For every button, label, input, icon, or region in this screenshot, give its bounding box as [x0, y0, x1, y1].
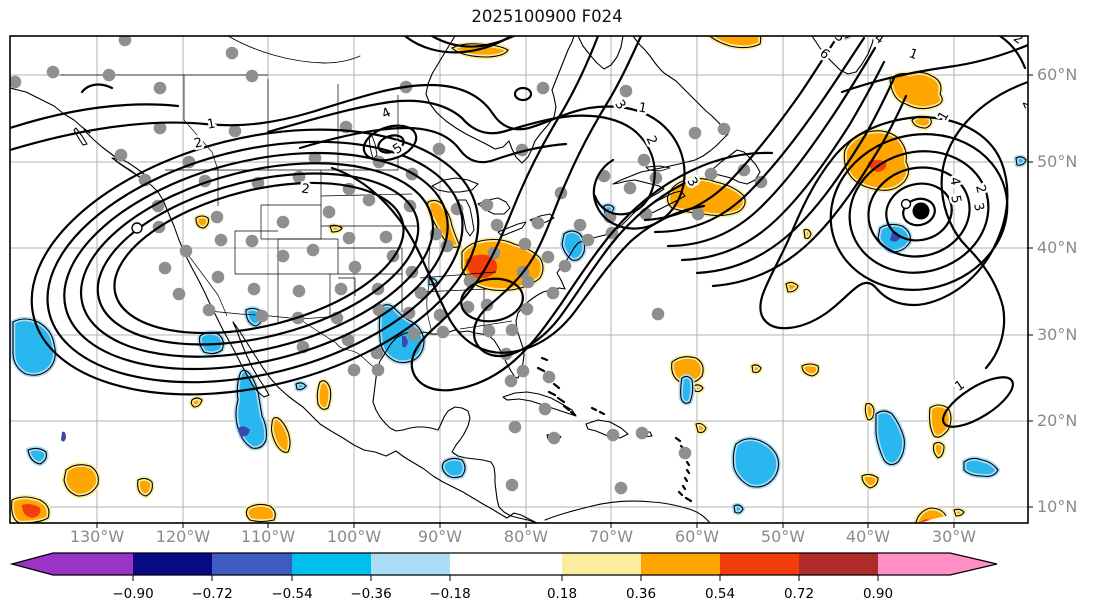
cyclone-center-markers	[131, 198, 930, 234]
svg-text:60°N: 60°N	[1037, 65, 1077, 84]
svg-text:40°N: 40°N	[1037, 238, 1077, 257]
svg-text:2: 2	[1010, 31, 1025, 48]
svg-text:4: 4	[380, 105, 394, 122]
svg-text:70°W: 70°W	[589, 527, 633, 546]
svg-text:10°N: 10°N	[1037, 497, 1077, 516]
svg-text:5: 5	[947, 194, 963, 205]
svg-text:3: 3	[611, 97, 628, 112]
svg-text:−0.36: −0.36	[350, 586, 391, 602]
svg-text:0.36: 0.36	[626, 586, 656, 602]
svg-text:4: 4	[946, 176, 962, 187]
svg-text:2: 2	[193, 135, 204, 151]
svg-text:100°W: 100°W	[327, 527, 382, 546]
colorbar: −0.90 −0.72 −0.54 −0.36 −0.18 0.18 0.36 0.54 0.7…	[9, 552, 998, 602]
svg-text:60°W: 60°W	[675, 527, 719, 546]
svg-text:20°N: 20°N	[1037, 411, 1077, 430]
svg-text:50°N: 50°N	[1037, 152, 1077, 171]
svg-text:80°W: 80°W	[504, 527, 548, 546]
svg-text:30°N: 30°N	[1037, 325, 1077, 344]
svg-text:0.90: 0.90	[863, 586, 893, 602]
figure-title: 2025100900 F024	[471, 7, 622, 26]
svg-text:−0.54: −0.54	[271, 586, 312, 602]
coastlines-and-borders	[10, 36, 875, 523]
svg-text:2: 2	[1019, 98, 1036, 112]
svg-text:1: 1	[206, 116, 217, 132]
svg-text:50°W: 50°W	[761, 527, 805, 546]
svg-text:130°W: 130°W	[70, 527, 125, 546]
svg-text:30°W: 30°W	[932, 527, 976, 546]
svg-text:0.18: 0.18	[547, 586, 577, 602]
svg-text:2: 2	[643, 134, 660, 148]
svg-text:2: 2	[300, 182, 310, 198]
svg-text:−0.90: −0.90	[112, 586, 153, 602]
svg-text:1: 1	[907, 46, 920, 63]
svg-text:110°W: 110°W	[241, 527, 296, 546]
latitude-axis-labels: 60°N 50°N 40°N 30°N 20°N 10°N	[1037, 65, 1077, 516]
plot-frame	[9, 35, 1033, 528]
svg-text:40°W: 40°W	[846, 527, 890, 546]
svg-text:−0.72: −0.72	[191, 586, 232, 602]
longitude-axis-labels: 130°W 120°W 110°W 100°W 90°W 80°W 70°W 60°W 50°W…	[70, 527, 976, 546]
svg-text:−0.18: −0.18	[429, 586, 470, 602]
svg-text:0.72: 0.72	[784, 586, 814, 602]
contour-lines	[10, 36, 1028, 428]
svg-text:120°W: 120°W	[156, 527, 211, 546]
svg-text:4: 4	[871, 31, 886, 48]
svg-text:0.54: 0.54	[705, 586, 735, 602]
svg-text:90°W: 90°W	[418, 527, 462, 546]
svg-text:3: 3	[970, 201, 987, 213]
